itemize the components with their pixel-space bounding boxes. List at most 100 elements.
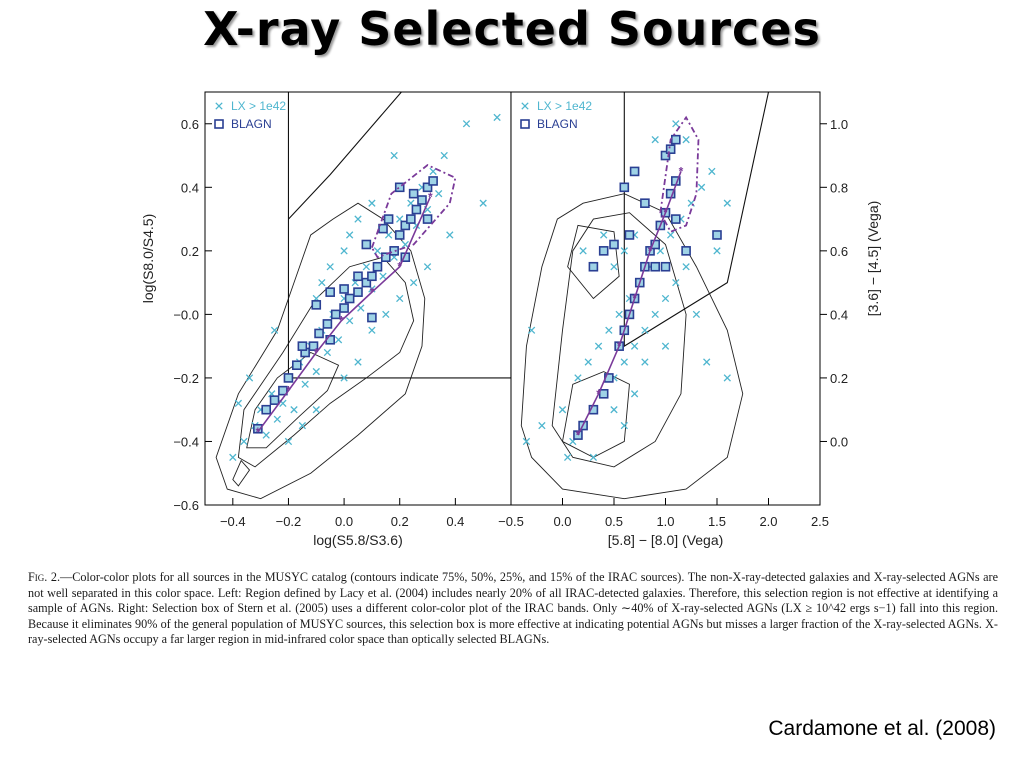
- xray-point-stroke: [382, 310, 390, 319]
- xray-point: [584, 358, 592, 366]
- xray-point: [284, 437, 293, 446]
- xray-point-stroke: [641, 358, 649, 366]
- xray-point-stroke: [630, 390, 639, 398]
- blagn-point: [624, 230, 635, 240]
- xray-point-stroke: [522, 437, 531, 446]
- xray-point-stroke: [605, 326, 613, 334]
- track-marker: *: [370, 285, 375, 299]
- xray-point: [362, 263, 371, 271]
- xray-point-stroke: [682, 263, 690, 271]
- xray-point-stroke: [672, 120, 680, 128]
- blagn-point: [650, 239, 661, 250]
- x-axis-label: [5.8] − [8.0] (Vega): [608, 532, 724, 548]
- xray-point: [290, 406, 298, 414]
- blagn-point: [619, 182, 630, 193]
- xray-point-stroke: [615, 310, 623, 319]
- x-tick-label: 2.5: [811, 514, 829, 529]
- track-marker: *: [663, 206, 668, 220]
- xray-point: [373, 247, 382, 255]
- plot-area: * * * * * * *: [520, 92, 770, 500]
- xray-point-stroke: [245, 374, 254, 382]
- blagn-point: [670, 134, 681, 145]
- blagn-point: [428, 176, 438, 186]
- xray-point-stroke: [229, 453, 237, 462]
- xray-point-stroke: [563, 453, 572, 462]
- xray-point-stroke: [340, 374, 348, 382]
- xray-point-stroke: [368, 285, 376, 293]
- xray-point-stroke: [656, 247, 665, 255]
- xray-point: [493, 113, 501, 122]
- x-tick-label: 1.5: [708, 514, 726, 529]
- xray-point: [262, 431, 270, 439]
- xray-point-stroke: [723, 374, 731, 382]
- blagn-point: [640, 198, 650, 208]
- xray-point: [446, 231, 454, 239]
- xray-point: [345, 231, 354, 239]
- blagn-median-track: [257, 196, 432, 433]
- xray-point-stroke: [708, 167, 716, 176]
- slide-title: X-ray Selected Sources: [203, 2, 821, 56]
- selection-boundary: [623, 92, 770, 348]
- xray-point: [666, 231, 675, 239]
- xray-point: [240, 437, 248, 446]
- track-marker: *: [339, 314, 344, 328]
- blagn-point: [660, 150, 671, 161]
- track-marker: *: [256, 425, 261, 439]
- xray-point-stroke: [479, 199, 487, 207]
- track-marker: *: [428, 190, 433, 204]
- xray-point-stroke: [312, 367, 320, 376]
- xray-point-stroke: [446, 231, 454, 239]
- xray-point: [527, 326, 536, 334]
- blagn-point: [361, 239, 372, 250]
- track-marker: *: [632, 292, 637, 306]
- xray-point: [354, 358, 362, 366]
- xray-point-stroke: [284, 437, 293, 446]
- xray-point-stroke: [334, 336, 343, 344]
- xray-point: [574, 374, 582, 382]
- xray-point: [615, 310, 623, 319]
- x-tick-label: 1.0: [656, 514, 674, 529]
- xray-point: [620, 421, 628, 430]
- blagn-point: [588, 261, 599, 272]
- xray-point: [368, 199, 376, 207]
- blagn-point: [325, 334, 335, 345]
- xray-point-stroke: [345, 231, 354, 239]
- xray-point-stroke: [651, 135, 659, 144]
- xray-point: [368, 326, 376, 334]
- xray-point: [382, 310, 390, 319]
- xray-point-stroke: [423, 205, 432, 214]
- figure-caption: Fig. 2.—Color-color plots for all source…: [28, 570, 998, 648]
- contour-3: [567, 224, 620, 300]
- xray-point-stroke: [384, 231, 393, 239]
- xray-point: [245, 374, 254, 382]
- blagn-point: [389, 246, 399, 256]
- blagn-point: [406, 214, 416, 224]
- xray-point-stroke: [630, 342, 639, 350]
- xray-point-stroke: [620, 421, 628, 430]
- blagn-point: [291, 360, 302, 371]
- xray-point-stroke: [687, 199, 695, 207]
- xray-point-stroke: [298, 421, 307, 430]
- xray-point-stroke: [713, 247, 721, 255]
- plot-frame: [204, 91, 512, 506]
- xray-point-stroke: [435, 190, 443, 198]
- blagn-point: [411, 204, 422, 215]
- xray-point-stroke: [584, 358, 592, 366]
- xray-point: [672, 120, 680, 128]
- xray-point: [396, 294, 404, 303]
- y-tick-label: 0.0: [830, 434, 848, 449]
- blagn-point: [665, 144, 676, 154]
- xray-point: [651, 135, 659, 144]
- blagn-point: [381, 252, 391, 262]
- blagn-point: [650, 261, 661, 272]
- xray-point-stroke: [268, 390, 276, 398]
- y-tick-label: 1.0: [830, 117, 848, 132]
- xray-point-stroke: [651, 310, 659, 319]
- xray-point: [270, 326, 279, 334]
- blagn-point: [325, 287, 335, 297]
- xray-point-stroke: [357, 304, 365, 312]
- y-tick-label: 0.4: [830, 307, 848, 322]
- xray-point: [620, 247, 628, 255]
- blagn-point: [670, 214, 681, 224]
- xray-point-stroke: [318, 278, 326, 287]
